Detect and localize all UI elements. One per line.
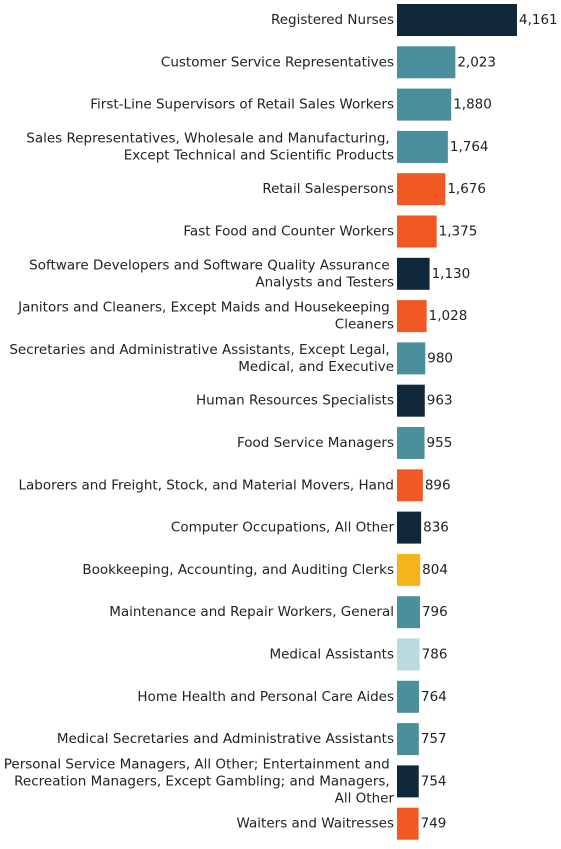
bar: [397, 88, 452, 121]
value-label: 786: [422, 647, 448, 663]
value-label: 2,023: [457, 54, 496, 70]
category-label: Customer Service Representatives: [161, 54, 394, 70]
category-label: Fast Food and Counter Workers: [183, 224, 394, 240]
value-label: 963: [427, 393, 453, 409]
value-label: 896: [425, 477, 451, 493]
category-label: Home Health and Personal Care Aides: [137, 689, 394, 705]
bar: [397, 596, 420, 629]
label-line: Medical Secretaries and Administrative A…: [57, 731, 394, 747]
category-label: Waiters and Waitresses: [237, 816, 394, 832]
category-label: Bookkeeping, Accounting, and Auditing Cl…: [82, 562, 394, 578]
label-line: Janitors and Cleaners, Except Maids and …: [17, 300, 394, 316]
label-line: Except Technical and Scientific Products: [124, 147, 394, 163]
bar: [397, 680, 420, 713]
bar: [397, 807, 419, 840]
category-label: Human Resources Specialists: [196, 393, 394, 409]
value-label: 955: [427, 435, 453, 451]
value-label: 4,161: [519, 12, 558, 28]
value-label: 754: [421, 773, 447, 789]
label-line: Home Health and Personal Care Aides: [137, 689, 394, 705]
bar: [397, 46, 456, 79]
category-label: Maintenance and Repair Workers, General: [109, 604, 394, 620]
category-label: Software Developers and Software Quality…: [29, 257, 394, 290]
bar: [397, 384, 425, 417]
bar: [397, 300, 427, 333]
label-line: Laborers and Freight, Stock, and Materia…: [18, 477, 394, 493]
bar: [397, 342, 426, 375]
label-line: Computer Occupations, All Other: [171, 520, 395, 536]
label-line: Human Resources Specialists: [196, 393, 394, 409]
bar: [397, 4, 517, 36]
label-line: Medical, and Executive: [238, 359, 394, 375]
label-line: Food Service Managers: [237, 435, 394, 451]
bar: [397, 553, 421, 586]
value-label: 1,764: [450, 139, 489, 155]
category-label: Secretaries and Administrative Assistant…: [9, 342, 394, 375]
label-line: Maintenance and Repair Workers, General: [109, 604, 394, 620]
label-line: Bookkeeping, Accounting, and Auditing Cl…: [82, 562, 394, 578]
value-label: 796: [422, 604, 448, 620]
value-label: 1,375: [439, 224, 478, 240]
category-label: Registered Nurses: [271, 12, 394, 28]
category-label: Computer Occupations, All Other: [171, 520, 395, 536]
value-label: 1,028: [429, 308, 468, 324]
bar: [397, 723, 419, 756]
label-line: Sales Representatives, Wholesale and Man…: [26, 130, 394, 146]
value-label: 757: [421, 731, 447, 747]
label-line: Medical Assistants: [269, 647, 394, 663]
label-line: Waiters and Waitresses: [237, 816, 394, 832]
label-line: Personal Service Managers, All Other; En…: [4, 756, 394, 772]
bar: [397, 257, 430, 290]
label-line: Customer Service Representatives: [161, 54, 394, 70]
category-label: Laborers and Freight, Stock, and Materia…: [18, 477, 394, 493]
label-line: Recreation Managers, Except Gambling; an…: [14, 773, 394, 789]
value-label: 804: [422, 562, 448, 578]
value-label: 764: [421, 689, 447, 705]
value-label: 1,676: [447, 181, 486, 197]
bar: [397, 469, 423, 502]
bar: [397, 215, 437, 248]
label-line: First-Line Supervisors of Retail Sales W…: [90, 97, 394, 113]
category-label: Medical Assistants: [269, 647, 394, 663]
label-line: Software Developers and Software Quality…: [29, 257, 394, 273]
bar: [397, 427, 425, 459]
value-label: 836: [423, 520, 449, 536]
label-line: Fast Food and Counter Workers: [183, 224, 394, 240]
category-label: Janitors and Cleaners, Except Maids and …: [17, 300, 394, 333]
label-line: Analysts and Testers: [255, 274, 394, 290]
label-line: Cleaners: [335, 317, 394, 333]
category-label: Retail Salespersons: [262, 181, 394, 197]
value-label: 1,130: [432, 266, 471, 282]
label-line: All Other: [335, 790, 395, 806]
label-line: Secretaries and Administrative Assistant…: [9, 342, 394, 358]
value-label: 980: [427, 350, 453, 366]
category-label: Food Service Managers: [237, 435, 394, 451]
category-label: First-Line Supervisors of Retail Sales W…: [90, 97, 394, 113]
bar: [397, 173, 446, 206]
bar: [397, 638, 420, 671]
value-label: 1,880: [453, 97, 492, 113]
label-line: Retail Salespersons: [262, 181, 394, 197]
bar: [397, 511, 422, 544]
category-label: Medical Secretaries and Administrative A…: [57, 731, 394, 747]
value-label: 749: [421, 816, 447, 832]
bar: [397, 130, 448, 163]
category-label: Sales Representatives, Wholesale and Man…: [26, 130, 394, 163]
category-label: Personal Service Managers, All Other; En…: [4, 756, 395, 806]
label-line: Registered Nurses: [271, 12, 394, 28]
bar: [397, 765, 419, 798]
